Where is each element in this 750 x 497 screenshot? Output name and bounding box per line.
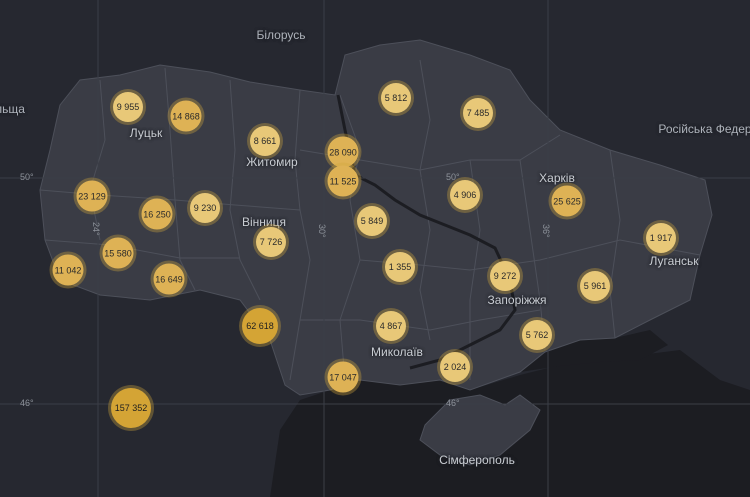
city-label-vinnytsia: Вінниця — [242, 215, 286, 229]
cluster-count: 16 250 — [143, 209, 171, 219]
cluster-count: 14 868 — [172, 111, 200, 121]
cluster-marker[interactable]: 17 047 — [327, 361, 359, 393]
cluster-count: 23 129 — [78, 191, 106, 201]
cluster-marker[interactable]: 25 625 — [551, 185, 583, 217]
cluster-count: 15 580 — [104, 248, 132, 258]
cluster-marker[interactable]: 8 661 — [250, 126, 280, 156]
cluster-count: 5 961 — [583, 281, 607, 291]
cluster-count: 17 047 — [329, 372, 357, 382]
cluster-marker[interactable]: 15 580 — [102, 237, 134, 269]
graticule-label-lon-30: 30° — [317, 224, 327, 238]
cluster-count: 11 525 — [329, 176, 357, 186]
cluster-count: 28 090 — [329, 147, 357, 157]
cluster-count: 62 618 — [246, 321, 274, 331]
city-label-zaporizhzhia: Запоріжжя — [487, 293, 547, 307]
cluster-marker[interactable]: 4 906 — [450, 180, 480, 210]
cluster-marker[interactable]: 11 042 — [52, 254, 84, 286]
cluster-marker[interactable]: 5 849 — [357, 206, 387, 236]
cluster-marker[interactable]: 1 917 — [646, 223, 676, 253]
city-label-zhytomyr: Житомир — [246, 155, 298, 169]
country-label-poland: льща — [0, 102, 25, 116]
cluster-marker[interactable]: 7 726 — [256, 227, 286, 257]
graticule-label-lat-46-west: 46° — [20, 398, 34, 408]
cluster-count: 9 230 — [193, 203, 217, 213]
cluster-count: 7 485 — [466, 108, 490, 118]
cluster-count: 4 906 — [453, 190, 477, 200]
cluster-marker[interactable]: 9 955 — [113, 92, 143, 122]
country-label-belarus: Білорусь — [256, 28, 306, 42]
cluster-count: 5 812 — [384, 93, 408, 103]
cluster-count: 25 625 — [553, 196, 581, 206]
cluster-count: 11 042 — [54, 265, 82, 275]
cluster-count: 7 726 — [259, 237, 283, 247]
cluster-marker[interactable]: 23 129 — [76, 180, 108, 212]
graticule-label-lat-50-east: 50° — [446, 172, 460, 182]
cluster-count: 1 355 — [388, 262, 412, 272]
cluster-count: 9 955 — [116, 102, 140, 112]
cluster-marker[interactable]: 5 961 — [580, 271, 610, 301]
cluster-marker[interactable]: 62 618 — [242, 308, 278, 344]
cluster-marker[interactable]: 5 762 — [522, 320, 552, 350]
cluster-marker[interactable]: 9 230 — [190, 193, 220, 223]
cluster-marker[interactable]: 2 024 — [440, 352, 470, 382]
sea-of-azov — [520, 330, 668, 372]
city-label-luhansk: Луганськ — [649, 254, 699, 268]
cluster-count: 1 917 — [649, 233, 673, 243]
cluster-marker[interactable]: 157 352 — [111, 388, 151, 428]
crimea-land — [419, 394, 541, 466]
cluster-count: 5 849 — [360, 216, 384, 226]
cluster-marker[interactable]: 28 090 — [327, 136, 359, 168]
cluster-marker[interactable]: 1 355 — [385, 252, 415, 282]
cluster-marker[interactable]: 5 812 — [381, 83, 411, 113]
cluster-marker[interactable]: 14 868 — [170, 100, 202, 132]
cluster-count: 8 661 — [253, 136, 277, 146]
cluster-marker[interactable]: 16 250 — [141, 198, 173, 230]
cluster-count: 2 024 — [443, 362, 467, 372]
cluster-count: 16 649 — [155, 274, 183, 284]
cluster-marker[interactable]: 11 525 — [327, 165, 359, 197]
city-label-kharkiv: Харків — [539, 171, 575, 185]
city-label-simferopol: Сімферополь — [439, 453, 515, 467]
country-label-russia: Російська Федер — [658, 122, 750, 136]
city-label-mykolaiv: Миколаїв — [371, 345, 423, 359]
cluster-count: 4 867 — [379, 321, 403, 331]
graticule-label-lon-24: 24° — [91, 222, 101, 236]
graticule-label-lat-46-east: 46° — [446, 398, 460, 408]
cluster-marker[interactable]: 16 649 — [153, 263, 185, 295]
cluster-marker[interactable]: 7 485 — [463, 98, 493, 128]
graticule-label-lon-36: 36° — [541, 224, 551, 238]
cluster-count: 5 762 — [525, 330, 549, 340]
city-label-lutsk: Луцьк — [129, 126, 163, 140]
cluster-count: 9 272 — [493, 271, 517, 281]
cluster-marker[interactable]: 9 272 — [490, 261, 520, 291]
graticule-label-lat-50-west: 50° — [20, 172, 34, 182]
cluster-marker[interactable]: 4 867 — [376, 311, 406, 341]
cluster-count: 157 352 — [114, 403, 148, 413]
